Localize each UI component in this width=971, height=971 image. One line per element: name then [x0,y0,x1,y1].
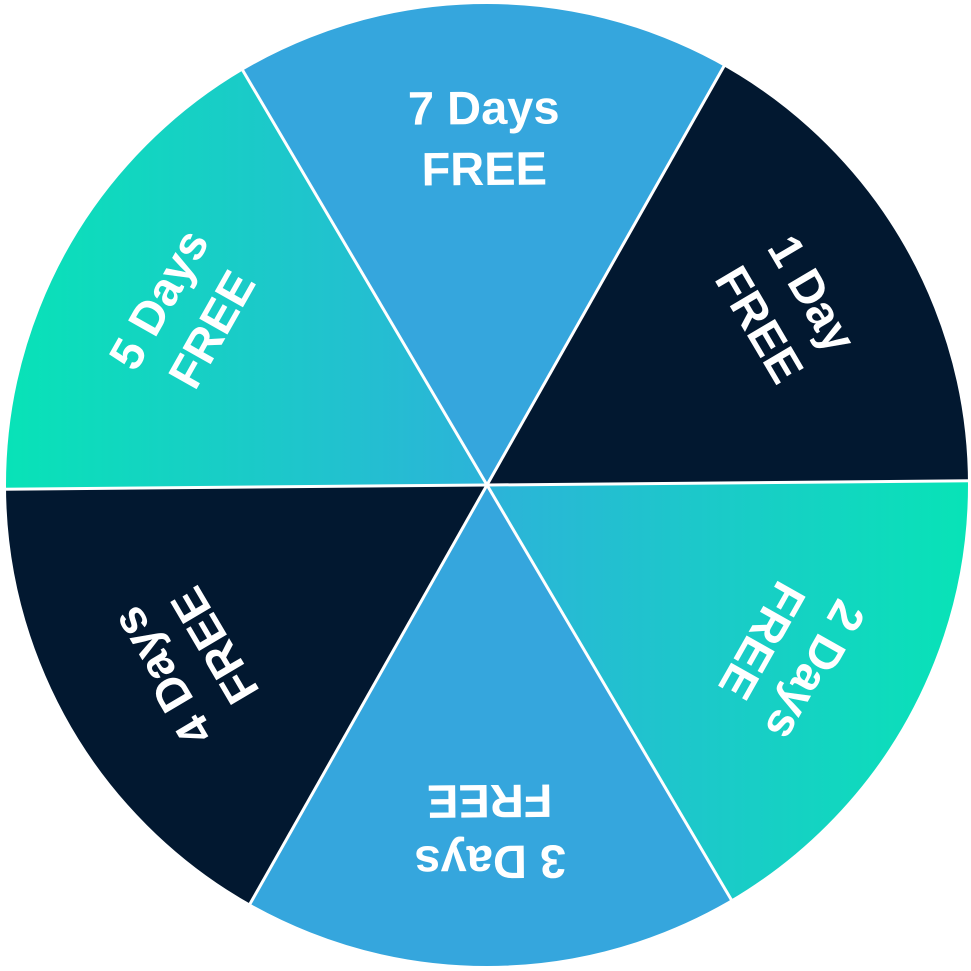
wheel-divider [485,63,727,486]
wheel-label-free: FREE [427,774,553,828]
wheel-rim [4,2,970,968]
wheel-divider [486,479,971,487]
wheel-divider [240,67,489,486]
wheel-segment-1 [242,2,725,485]
wheel-label-1: 7 Days FREE [408,80,560,195]
wheel-label-4: 3 Days FREE [414,774,566,889]
wheel-segment-6 [5,69,487,490]
wheel-divider [485,484,734,903]
wheel-segment-4 [249,485,732,968]
wheel-label-days: 7 Days [408,80,560,134]
wheel-segment-3 [487,480,969,901]
wheel-divider [247,484,489,907]
wheel-label-free: FREE [421,141,547,195]
wheel-segment-5 [5,485,488,905]
wheel-divider [3,483,488,491]
wheel-label-days: 3 Days [414,835,566,889]
wheel-segment-2 [487,65,969,486]
